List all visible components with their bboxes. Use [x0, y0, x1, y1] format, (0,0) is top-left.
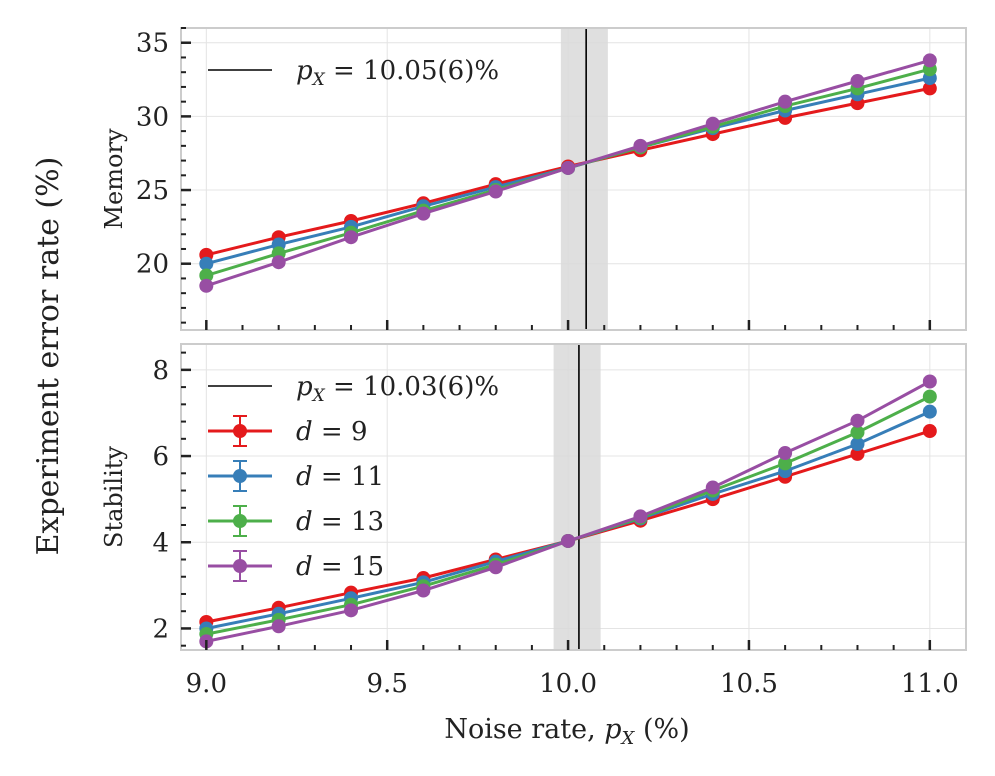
legend-swatch-marker	[233, 514, 247, 528]
data-point	[705, 480, 720, 495]
threshold-band	[553, 344, 601, 650]
data-point	[922, 404, 937, 419]
legend-label: d = 9	[296, 417, 368, 447]
y-tick-label: 30	[136, 102, 169, 132]
y-tick-label: 8	[152, 356, 169, 386]
data-point	[271, 619, 286, 634]
y-tick-label: 35	[136, 29, 169, 59]
x-tick-label: 10.5	[720, 669, 778, 699]
data-point	[778, 446, 793, 461]
data-point	[705, 116, 720, 131]
data-point	[199, 268, 214, 283]
y-tick-label: 6	[152, 442, 169, 472]
legend-threshold-label: pX = 10.03(6)%	[296, 372, 499, 406]
legend-swatch-marker	[233, 469, 247, 483]
data-point	[922, 389, 937, 404]
legend-swatch-marker	[233, 559, 247, 573]
legend-entry: d = 9	[208, 415, 368, 447]
plot-frame	[180, 343, 967, 651]
data-point	[778, 456, 793, 471]
data-point	[561, 160, 576, 175]
data-point	[922, 53, 937, 68]
data-point	[922, 424, 937, 439]
panel-memory: 20 25 30 35 Memory pX = 10.05(6)%	[100, 27, 967, 331]
y-tick-label: 25	[136, 176, 169, 206]
data-point	[199, 278, 214, 293]
x-tick-label: 9.5	[367, 669, 408, 699]
x-axis-label: Noise rate, pX (%)	[444, 714, 689, 749]
x-tick-label: 11.0	[901, 669, 959, 699]
data-point	[922, 374, 937, 389]
data-point	[850, 74, 865, 89]
data-point	[488, 560, 503, 575]
x-tick-label: 9.0	[186, 669, 227, 699]
legend-label: d = 11	[296, 462, 384, 492]
legend-threshold-label: pX = 10.05(6)%	[296, 56, 499, 90]
legend-label: d = 15	[296, 552, 384, 582]
data-point	[850, 425, 865, 440]
data-point	[561, 533, 576, 548]
threshold-band	[560, 28, 608, 330]
data-point	[850, 436, 865, 451]
data-point	[416, 206, 431, 221]
data-point	[199, 256, 214, 271]
y-tick-label: 2	[152, 614, 169, 644]
data-point	[344, 603, 359, 618]
legend-entry: d = 13	[208, 505, 384, 537]
y-tick-label: 4	[152, 528, 169, 558]
panel-stability: 2 4 6 8 Stability pX = 10.03(6)% d = 9 d = 11 d …	[100, 343, 967, 651]
data-point	[778, 94, 793, 109]
data-point	[922, 81, 937, 96]
chart-panels: 20 25 30 35 Memory pX = 10.05(6)% 2 4 6 8 Stabilit…	[100, 27, 967, 699]
panel-y-axis-label: Stability	[100, 446, 128, 548]
data-point	[488, 184, 503, 199]
data-point	[850, 413, 865, 428]
data-point	[850, 446, 865, 461]
series-d15	[199, 53, 937, 293]
legend-swatch-marker	[233, 424, 247, 438]
x-tick-label: 10.0	[539, 669, 597, 699]
legend-label: d = 13	[296, 507, 384, 537]
panel-y-axis-label: Memory	[100, 128, 128, 229]
plot-frame	[180, 27, 967, 331]
data-point	[271, 255, 286, 270]
data-point	[416, 583, 431, 598]
shared-y-axis-label: Experiment error rate (%)	[31, 157, 66, 556]
data-point	[633, 509, 648, 524]
legend-entry: d = 15	[208, 550, 384, 582]
legend-entry: d = 11	[208, 460, 384, 492]
data-point	[633, 138, 648, 153]
series-d15	[199, 374, 937, 649]
y-tick-label: 20	[136, 250, 169, 280]
data-point	[344, 230, 359, 245]
